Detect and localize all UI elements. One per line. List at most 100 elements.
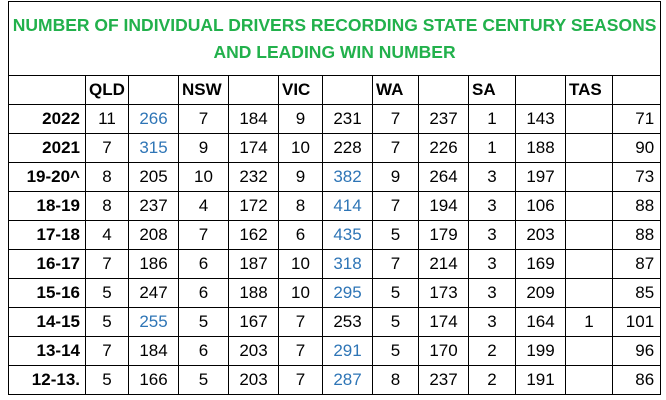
win-number: 226 — [418, 133, 469, 163]
win-number: 191 — [515, 365, 566, 395]
driver-count: 3 — [468, 307, 516, 337]
win-number: 203 — [515, 220, 566, 250]
row-label: 14-15 — [8, 307, 86, 337]
win-number: 295 — [322, 278, 373, 308]
win-number: 247 — [128, 278, 179, 308]
header-cell — [418, 75, 469, 105]
header-cell — [8, 75, 86, 105]
table-body: NUMBER OF INDIVIDUAL DRIVERS RECORDING S… — [7, 1, 662, 395]
row-label: 16-17 — [8, 249, 86, 279]
title-line: NUMBER OF INDIVIDUAL DRIVERS RECORDING S… — [12, 14, 657, 35]
driver-count — [565, 365, 613, 395]
win-number: 184 — [228, 104, 279, 134]
driver-count: 11 — [85, 104, 129, 134]
header-cell: NSW — [178, 75, 229, 105]
header-cell — [515, 75, 566, 105]
win-number: 101 — [611, 307, 662, 337]
driver-count: 8 — [278, 191, 323, 221]
win-number: 266 — [128, 104, 179, 134]
win-number: 264 — [418, 162, 469, 192]
win-number: 237 — [128, 191, 179, 221]
driver-count: 5 — [372, 336, 419, 366]
header-cell — [228, 75, 279, 105]
driver-count: 7 — [372, 133, 419, 163]
driver-count: 9 — [372, 162, 419, 192]
data-row: 15-16 5 247 6 188 10 295 5 173 3 209 85 — [8, 278, 662, 308]
header-cell: WA — [372, 75, 419, 105]
header-cell — [322, 75, 373, 105]
win-number: 88 — [611, 191, 662, 221]
driver-count: 7 — [85, 336, 129, 366]
driver-count: 5 — [85, 278, 129, 308]
win-number: 174 — [228, 133, 279, 163]
driver-count: 3 — [468, 278, 516, 308]
driver-count: 3 — [468, 220, 516, 250]
driver-count: 4 — [85, 220, 129, 250]
win-number: 170 — [418, 336, 469, 366]
win-number: 208 — [128, 220, 179, 250]
win-number: 209 — [515, 278, 566, 308]
driver-count: 3 — [468, 249, 516, 279]
driver-count: 9 — [278, 162, 323, 192]
data-row: 13-14 7 184 6 203 7 291 5 170 2 199 96 — [8, 336, 662, 366]
win-number: 172 — [228, 191, 279, 221]
driver-count: 7 — [178, 104, 229, 134]
row-label: 2021 — [8, 133, 86, 163]
driver-count: 6 — [278, 220, 323, 250]
driver-count: 1 — [468, 133, 516, 163]
driver-count — [565, 336, 613, 366]
driver-count: 7 — [372, 191, 419, 221]
driver-count: 3 — [468, 162, 516, 192]
driver-count: 5 — [85, 307, 129, 337]
win-number: 253 — [322, 307, 373, 337]
win-number: 96 — [611, 336, 662, 366]
driver-count — [565, 220, 613, 250]
driver-count: 8 — [85, 162, 129, 192]
data-row: 18-19 8 237 4 172 8 414 7 194 3 106 88 — [8, 191, 662, 221]
table: NUMBER OF INDIVIDUAL DRIVERS RECORDING S… — [7, 1, 662, 395]
driver-count: 3 — [468, 191, 516, 221]
win-number: 187 — [228, 249, 279, 279]
row-label: 13-14 — [8, 336, 86, 366]
row-label: 15-16 — [8, 278, 86, 308]
driver-count: 5 — [372, 220, 419, 250]
data-row: 17-18 4 208 7 162 6 435 5 179 3 203 88 — [8, 220, 662, 250]
driver-count: 2 — [468, 336, 516, 366]
driver-count: 5 — [372, 278, 419, 308]
title-cell: NUMBER OF INDIVIDUAL DRIVERS RECORDING S… — [7, 1, 662, 76]
win-number: 205 — [128, 162, 179, 192]
header-cell: SA — [468, 75, 516, 105]
driver-count — [565, 133, 613, 163]
driver-count: 5 — [85, 365, 129, 395]
win-number: 237 — [418, 104, 469, 134]
driver-count: 2 — [468, 365, 516, 395]
win-number: 174 — [418, 307, 469, 337]
title-line: AND LEADING WIN NUMBER — [213, 41, 456, 62]
driver-count: 4 — [178, 191, 229, 221]
driver-count: 8 — [85, 191, 129, 221]
data-row: 2022 11 266 7 184 9 231 7 237 1 143 71 — [8, 104, 662, 134]
row-label: 18-19 — [8, 191, 86, 221]
win-number: 188 — [228, 278, 279, 308]
header-cell — [611, 75, 662, 105]
win-number: 214 — [418, 249, 469, 279]
win-number: 188 — [515, 133, 566, 163]
data-row: 12-13. 5 166 5 203 7 287 8 237 2 191 86 — [8, 365, 662, 395]
driver-count: 10 — [178, 162, 229, 192]
win-number: 291 — [322, 336, 373, 366]
driver-count — [565, 191, 613, 221]
win-number: 87 — [611, 249, 662, 279]
win-number: 382 — [322, 162, 373, 192]
driver-count: 10 — [278, 249, 323, 279]
driver-count: 6 — [178, 336, 229, 366]
win-number: 173 — [418, 278, 469, 308]
data-row: 19-20^ 8 205 10 232 9 382 9 264 3 197 73 — [8, 162, 662, 192]
win-number: 73 — [611, 162, 662, 192]
driver-count: 7 — [278, 365, 323, 395]
driver-count: 5 — [372, 307, 419, 337]
driver-count: 5 — [178, 307, 229, 337]
win-number: 90 — [611, 133, 662, 163]
win-number: 143 — [515, 104, 566, 134]
win-number: 318 — [322, 249, 373, 279]
win-number: 186 — [128, 249, 179, 279]
